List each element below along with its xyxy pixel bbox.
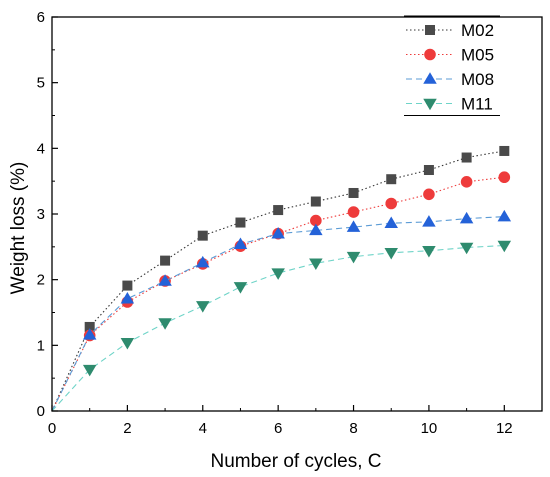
data-point-m08: [459, 211, 474, 224]
x-tick-label: 6: [274, 420, 282, 437]
data-point-m11: [271, 268, 285, 280]
series-m02: [51, 145, 510, 412]
x-tick-label: 8: [349, 420, 357, 437]
legend-label-m11: M11: [461, 95, 493, 114]
data-point-m11: [384, 247, 398, 260]
data-point-m02: [386, 174, 397, 185]
data-point-m11: [309, 258, 323, 270]
data-point-m08: [346, 220, 361, 232]
y-tick-label: 4: [37, 140, 45, 157]
data-point-m02: [235, 217, 246, 228]
x-tick-label: 12: [496, 420, 513, 437]
x-tick-label: 4: [199, 420, 207, 437]
data-point-m11: [233, 282, 248, 294]
series-m08: [51, 209, 512, 412]
y-tick-label: 3: [37, 206, 45, 223]
legend-label-m08: M08: [461, 70, 494, 89]
legend-marker-m11: [423, 98, 437, 111]
data-point-m08: [497, 209, 512, 222]
data-point-m08: [196, 255, 210, 268]
x-axis-label: Number of cycles, C: [210, 451, 381, 472]
data-point-m02: [122, 280, 133, 291]
y-tick-label: 0: [37, 403, 45, 420]
data-point-m05: [423, 188, 435, 201]
data-point-m02: [499, 145, 510, 156]
data-point-m08: [422, 215, 436, 227]
x-tick-label: 10: [421, 420, 438, 437]
x-tick-label: 2: [123, 420, 131, 437]
data-point-m05: [460, 176, 473, 188]
legend-marker-m08: [423, 72, 437, 84]
y-axis-label: Weight loss (%): [8, 162, 29, 295]
data-point-m05: [385, 197, 398, 210]
legend: M02 M05 M08 M11: [404, 15, 500, 116]
data-point-m11: [196, 301, 210, 313]
data-point-m02: [310, 196, 321, 207]
data-point-m08: [271, 226, 285, 239]
data-point-m02: [273, 205, 284, 216]
legend-marker-m02: [425, 25, 435, 35]
series-line-m08: [51, 216, 505, 412]
series-line-m02: [51, 150, 505, 412]
series-m11: [51, 240, 512, 412]
y-tick-label: 2: [37, 272, 45, 289]
legend-label-m05: M05: [461, 46, 494, 65]
data-point-m02: [461, 152, 472, 163]
y-tick-label: 6: [37, 9, 45, 26]
data-point-m11: [82, 364, 97, 377]
data-point-m02: [84, 321, 95, 332]
data-point-m11: [497, 240, 512, 253]
data-point-m11: [120, 337, 135, 350]
data-point-m05: [498, 171, 511, 184]
y-tick-label: 5: [37, 75, 45, 92]
y-tick-label: 1: [37, 337, 45, 354]
series-layer: [51, 145, 512, 412]
data-point-m08: [384, 216, 398, 228]
x-tick-label: 0: [48, 420, 56, 437]
data-point-m11: [158, 318, 172, 330]
data-point-m08: [158, 274, 172, 286]
data-point-m08: [233, 237, 248, 249]
data-point-m02: [348, 187, 359, 198]
data-point-m05: [310, 214, 322, 227]
data-point-m08: [120, 291, 135, 304]
legend-marker-m05: [424, 48, 436, 61]
data-point-m02: [160, 255, 171, 266]
legend-label-m02: M02: [461, 21, 494, 40]
data-point-m02: [197, 230, 208, 241]
data-point-m08: [309, 223, 323, 236]
data-point-m11: [346, 251, 361, 264]
data-point-m11: [459, 242, 474, 255]
data-point-m05: [347, 206, 360, 218]
data-point-m02: [423, 165, 434, 176]
data-point-m08: [82, 328, 97, 340]
data-point-m11: [422, 246, 436, 258]
